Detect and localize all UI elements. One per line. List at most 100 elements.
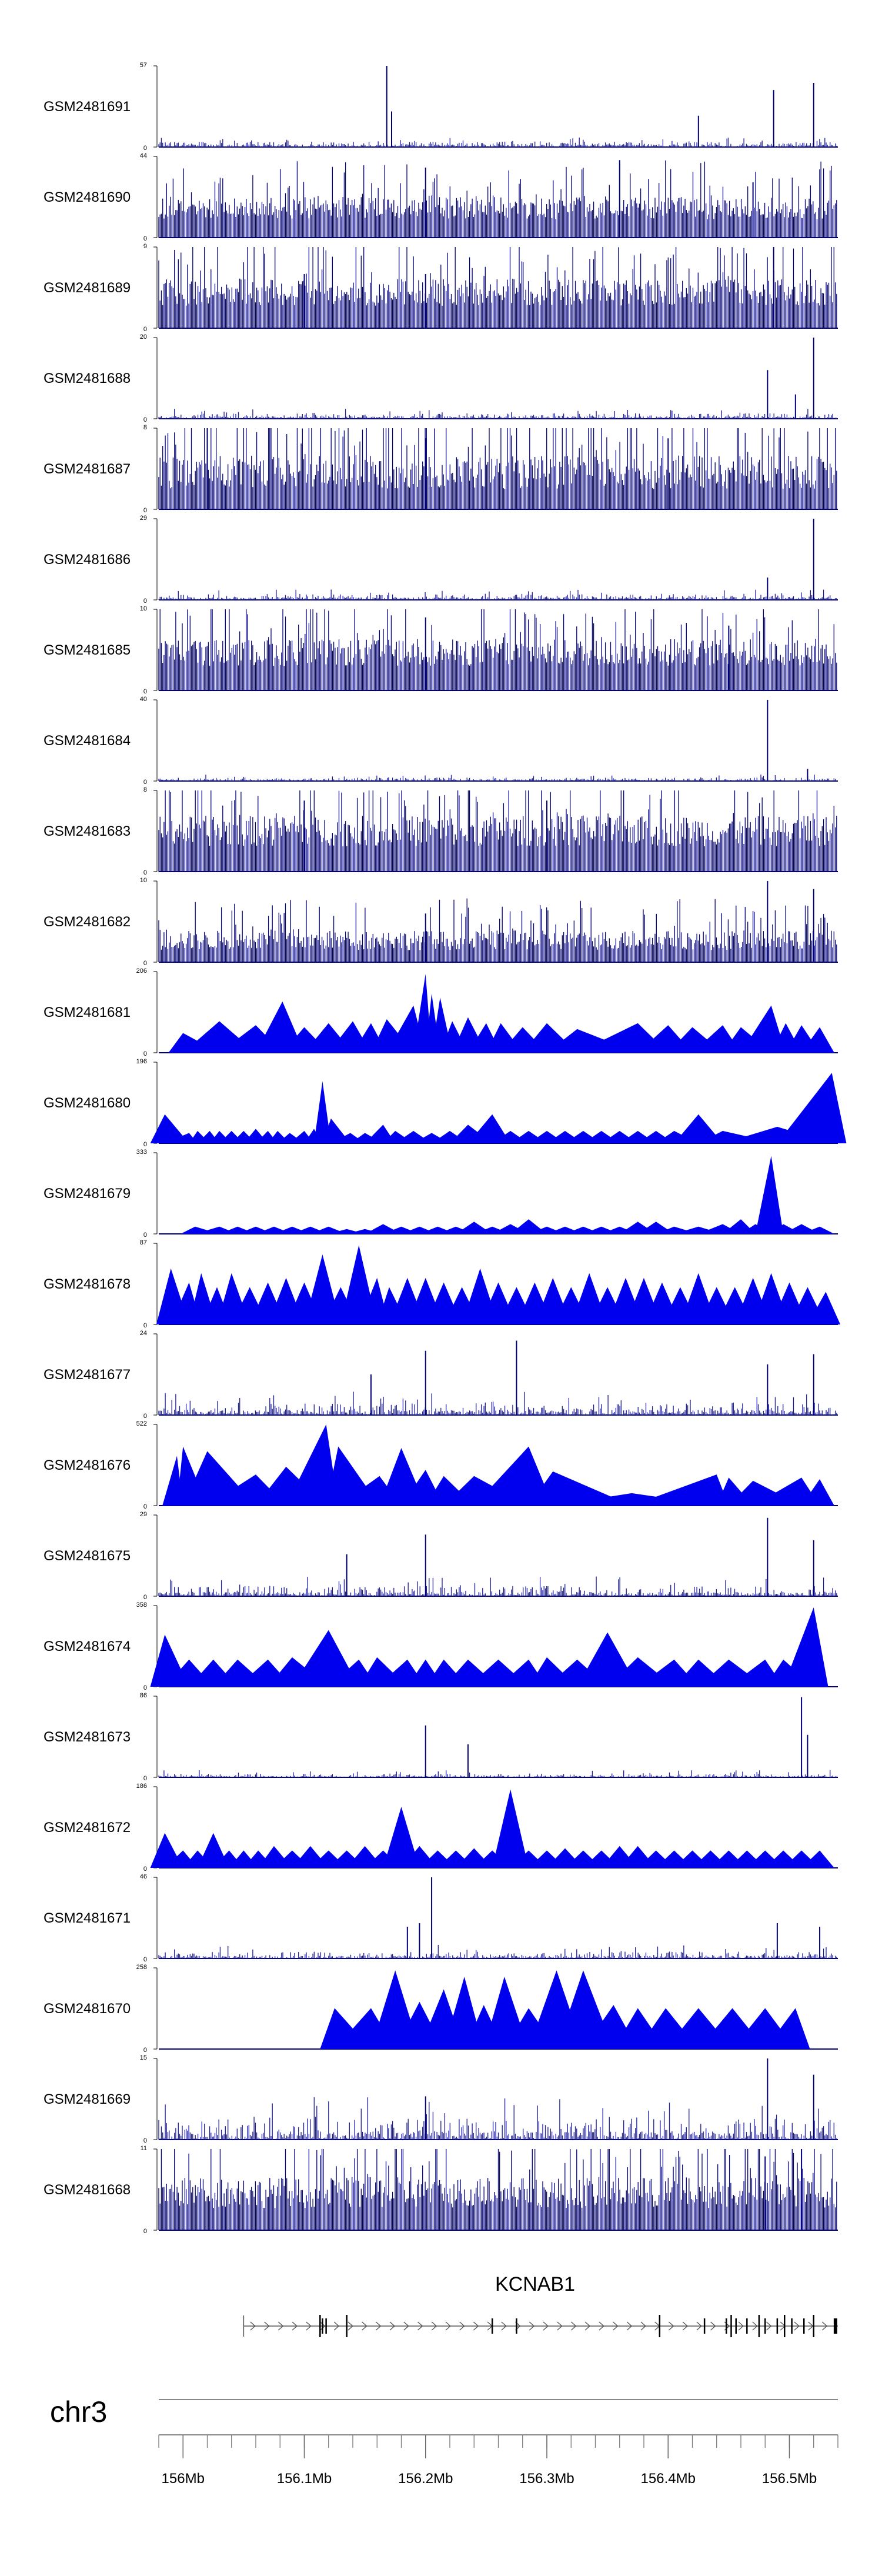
track-label: GSM2481684 (44, 733, 131, 749)
y-tick-max-label: 10 (140, 877, 147, 884)
y-tick-zero-label: 0 (143, 688, 147, 695)
track-label: GSM2481672 (44, 1820, 131, 1836)
coverage-peak (741, 1005, 786, 1053)
strand-arrow (403, 2321, 409, 2331)
track-GSM2481669: GSM2481669 15 0 (44, 2054, 838, 2144)
y-tick-zero-label: 0 (143, 779, 147, 786)
gene-label: KCNAB1 (495, 2273, 575, 2295)
y-tick-zero-label: 0 (143, 869, 147, 876)
track-GSM2481672: GSM2481672 186 0 (44, 1783, 838, 1873)
track-GSM2481686: GSM2481686 29 0 (44, 515, 838, 605)
y-tick-max-label: 522 (136, 1420, 147, 1427)
gene-exon (516, 2318, 517, 2334)
y-tick-zero-label: 0 (143, 1775, 147, 1782)
coverage-bars (158, 428, 837, 509)
gene-annotation-track: KCNAB1 (243, 2273, 838, 2337)
strand-arrow (752, 2321, 758, 2331)
strand-arrow (473, 2321, 479, 2331)
coverage-peak (783, 1607, 828, 1687)
track-label: GSM2481686 (44, 552, 131, 568)
coverage-peak (674, 1114, 723, 1143)
y-tick-max-label: 333 (136, 1149, 147, 1156)
track-GSM2481683: GSM2481683 8 0 (44, 786, 838, 876)
coverage-peak (492, 1789, 529, 1868)
y-tick-max-label: 11 (141, 2145, 147, 2152)
track-label: GSM2481689 (44, 280, 131, 296)
gene-exon (813, 2315, 814, 2337)
coverage-bars (158, 609, 837, 690)
y-tick-zero-label: 0 (143, 2228, 147, 2235)
axis-tick-label: 156.4Mb (641, 2471, 696, 2487)
track-label: GSM2481675 (44, 1548, 131, 1564)
coverage-peak (801, 1226, 834, 1234)
track-GSM2481675: GSM2481675 29 0 (44, 1511, 838, 1601)
gene-exon (735, 2318, 737, 2334)
y-tick-max-label: 186 (136, 1783, 147, 1790)
coverage-bars (158, 247, 837, 328)
y-tick-max-label: 358 (136, 1601, 147, 1609)
y-tick-max-label: 44 (140, 152, 147, 159)
coverage-bars (158, 1945, 837, 1958)
track-GSM2481681: GSM2481681 206 0 (44, 967, 838, 1057)
track-label: GSM2481670 (44, 2001, 131, 2017)
strand-arrow (613, 2321, 619, 2331)
gene-exon (703, 2318, 706, 2334)
track-label: GSM2481673 (44, 1729, 131, 1745)
coverage-bars (158, 898, 837, 962)
y-tick-max-label: 206 (136, 967, 147, 975)
strand-arrow (626, 2321, 633, 2331)
gene-exon (758, 2315, 760, 2337)
coverage-bars (158, 790, 837, 872)
strand-arrow (766, 2321, 772, 2331)
strand-arrow (333, 2321, 340, 2331)
axis-tick-label: 156.5Mb (762, 2471, 817, 2487)
strand-arrow (320, 2321, 326, 2331)
genome-axis-track: chr3 156Mb 156.1Mb 156.2Mb 156.3Mb 156.4Mb 156… (50, 2395, 838, 2487)
y-tick-zero-label: 0 (143, 2047, 147, 2054)
track-GSM2481676: GSM2481676 522 0 (44, 1420, 838, 1510)
coverage-peak (383, 1807, 420, 1868)
coverage-peak (765, 2008, 810, 2049)
coverage-bars (158, 2097, 837, 2140)
coverage-peak (753, 1477, 820, 1506)
track-label: GSM2481676 (44, 1457, 131, 1473)
track-label: GSM2481687 (44, 461, 131, 477)
y-tick-max-label: 57 (140, 62, 147, 69)
gene-exon (803, 2318, 805, 2334)
coverage-peak (777, 1073, 847, 1143)
gene-exon (776, 2318, 779, 2334)
strand-arrow (640, 2321, 646, 2331)
gene-exon (791, 2318, 793, 2334)
strand-arrow (794, 2321, 800, 2331)
y-tick-zero-label: 0 (143, 960, 147, 967)
track-GSM2481674: GSM2481674 358 0 (44, 1601, 838, 1691)
strand-arrow (696, 2321, 702, 2331)
y-tick-zero-label: 0 (143, 1413, 147, 1420)
coverage-bars (158, 2149, 837, 2230)
coverage-peak (413, 974, 432, 1053)
strand-arrow (389, 2321, 396, 2331)
y-tick-zero-label: 0 (143, 326, 147, 333)
gene-exon (784, 2315, 786, 2337)
track-GSM2481670: GSM2481670 258 0 (44, 1964, 838, 2054)
track-label: GSM2481668 (44, 2182, 131, 2198)
strand-arrow (250, 2321, 256, 2331)
y-tick-zero-label: 0 (143, 1684, 147, 1691)
strand-arrow (375, 2321, 382, 2331)
track-label: GSM2481681 (44, 1005, 131, 1020)
track-GSM2481668: GSM2481668 11 0 (44, 2145, 838, 2235)
gene-exon (346, 2315, 348, 2337)
track-GSM2481690: GSM2481690 44 0 (44, 152, 838, 242)
strand-arrow (431, 2321, 437, 2331)
coverage-peak (801, 1850, 834, 1868)
y-tick-zero-label: 0 (143, 416, 147, 423)
y-tick-max-label: 40 (140, 696, 147, 703)
y-tick-max-label: 24 (140, 1330, 147, 1337)
strand-arrow (417, 2321, 423, 2331)
strand-arrow (821, 2321, 828, 2331)
y-tick-zero-label: 0 (143, 1232, 147, 1239)
coverage-peak (632, 1474, 729, 1506)
strand-arrow (292, 2321, 298, 2331)
strand-arrow (543, 2321, 549, 2331)
